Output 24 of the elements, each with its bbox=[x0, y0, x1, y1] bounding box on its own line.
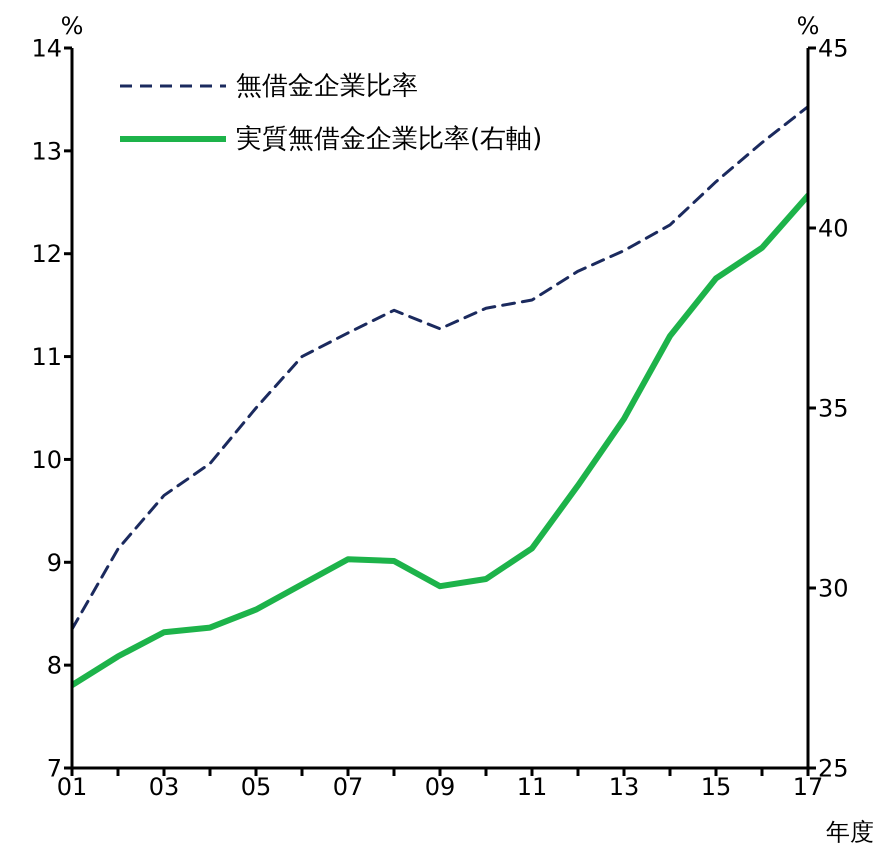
x-tick-label: 03 bbox=[148, 773, 180, 802]
y2-tick-label: 30 bbox=[818, 574, 849, 603]
x-axis-title: 年度 bbox=[826, 817, 874, 848]
y2-tick-label: 35 bbox=[818, 394, 849, 423]
x-tick-label: 07 bbox=[332, 773, 364, 802]
y-tick-label: 10 bbox=[31, 446, 62, 474]
y-tick-label: 11 bbox=[31, 343, 62, 372]
y-tick-label: 14 bbox=[31, 34, 62, 63]
y-axis-title: % bbox=[60, 12, 84, 40]
y2-axis-title: % bbox=[796, 12, 820, 40]
legend-label: 実質無借金企業比率(右軸) bbox=[236, 123, 542, 156]
y-tick-label: 12 bbox=[31, 240, 62, 268]
x-tick-label: 13 bbox=[608, 773, 640, 802]
line-series bbox=[72, 105, 808, 631]
y-tick-label: 8 bbox=[46, 652, 62, 680]
y2-tick-label: 45 bbox=[818, 34, 849, 63]
y2-tick-label: 40 bbox=[818, 214, 849, 243]
x-tick-label: 11 bbox=[516, 773, 548, 802]
x-tick-label: 09 bbox=[424, 773, 456, 802]
x-tick-label: 05 bbox=[240, 773, 272, 802]
y-tick-label: 13 bbox=[31, 137, 62, 166]
y-tick-label: 9 bbox=[46, 548, 62, 577]
x-tick-label: 15 bbox=[700, 773, 732, 802]
legend-label: 無借金企業比率 bbox=[236, 70, 418, 103]
